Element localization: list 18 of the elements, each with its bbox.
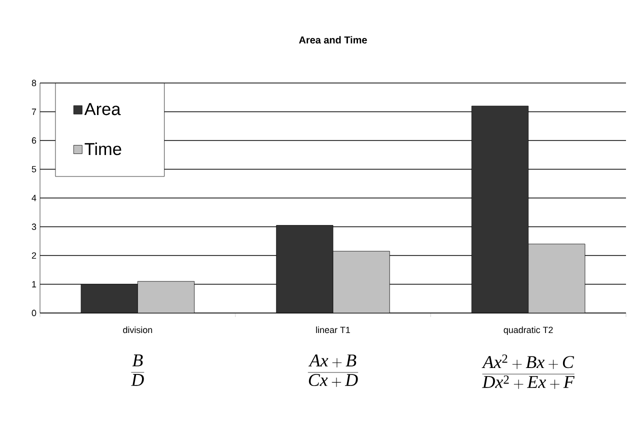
text: $\frac{Ax+B}{Cx+D}$ (308, 354, 358, 387)
x-tick-label: quadratic T2 (504, 326, 553, 335)
x-tick-label: division (123, 326, 152, 334)
y-tick-label: 5 (32, 166, 36, 172)
legend-label: Area (84, 103, 121, 116)
y-tick-label: 1 (32, 281, 36, 288)
y-tick-label: 2 (32, 252, 36, 259)
y-tick-label: 0 (32, 310, 36, 316)
y-tick-label: 4 (32, 194, 36, 202)
y-tick-label: 8 (32, 80, 36, 86)
y-tick-label: 3 (32, 224, 36, 230)
chart-title: Area and Time (299, 36, 367, 44)
text: $\frac{B}{D}$ (130, 354, 144, 386)
legend-label: Time (84, 142, 122, 156)
y-tick-label: 6 (32, 137, 36, 144)
x-tick-label: linear T1 (316, 326, 350, 334)
y-tick-label: 7 (32, 108, 36, 115)
text: $\frac{Ax^2+Bx+C}{Dx^2+Ex+F}$ (482, 354, 575, 389)
